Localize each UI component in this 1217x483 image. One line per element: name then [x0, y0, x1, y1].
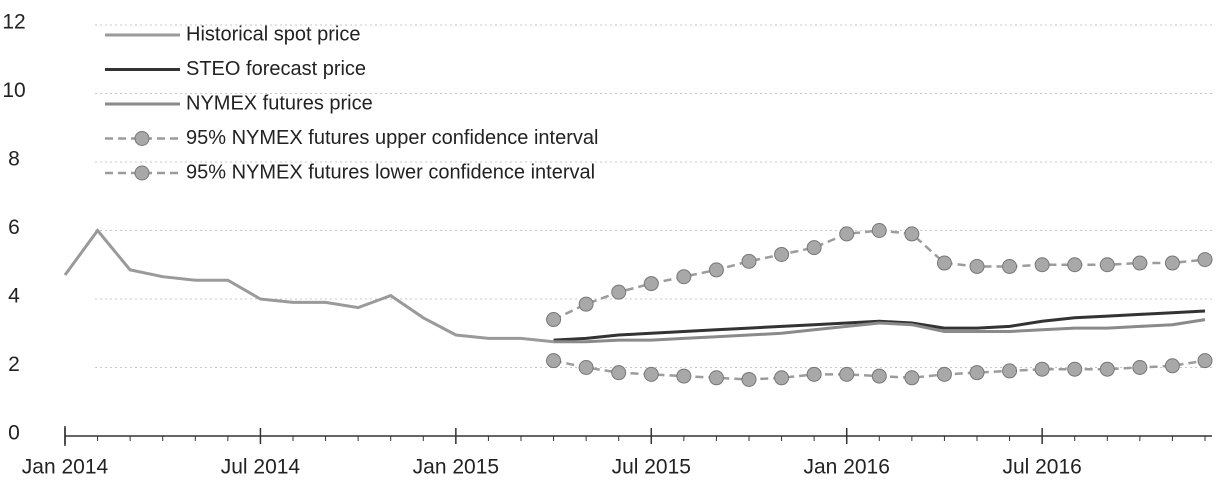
series-marker [806, 240, 822, 256]
y-tick-label: 4 [8, 285, 20, 308]
series-marker [546, 353, 562, 369]
series-line [553, 318, 1206, 344]
x-tick-label: Jul 2014 [221, 456, 301, 479]
legend-label: NYMEX futures price [186, 92, 373, 114]
series-marker [1132, 360, 1148, 375]
series-marker [676, 269, 692, 285]
x-tick-label: Jul 2015 [612, 456, 691, 479]
series-marker [936, 255, 952, 271]
series-marker [578, 360, 594, 375]
series-marker [676, 368, 692, 384]
y-tick-label: 6 [8, 216, 20, 239]
series-marker [643, 276, 659, 292]
x-tick-label: Jul 2016 [1002, 456, 1081, 479]
series-marker [969, 365, 985, 381]
series-marker [871, 368, 887, 384]
series-marker [1164, 255, 1180, 271]
series-marker [774, 246, 790, 262]
x-tick-label: Jan 2014 [22, 456, 109, 479]
series-marker [578, 296, 594, 312]
series-marker [1197, 353, 1213, 369]
series-line [553, 229, 1206, 321]
series-marker [1099, 257, 1115, 273]
series-marker [708, 262, 724, 278]
series-marker [1067, 361, 1083, 377]
series-marker [904, 370, 920, 386]
series-marker [1099, 361, 1115, 377]
series-marker [1002, 258, 1018, 274]
series-marker [1034, 361, 1050, 377]
series-marker [839, 366, 855, 382]
series-marker [969, 258, 985, 274]
series-marker [611, 365, 627, 381]
series-marker [904, 226, 920, 242]
series-line [63, 228, 554, 344]
series-marker [1197, 252, 1213, 268]
series-marker [1002, 363, 1018, 379]
series-marker [1034, 257, 1050, 273]
legend-marker [134, 165, 150, 181]
legend-label: STEO forecast price [186, 58, 366, 80]
legend-label: 95% NYMEX futures upper confidence inter… [186, 127, 598, 149]
series-marker [839, 226, 855, 242]
series-marker [871, 223, 887, 238]
y-tick-label: 10 [2, 79, 25, 102]
series-line [553, 309, 1206, 342]
series-marker [741, 371, 757, 387]
x-tick-label: Jan 2015 [413, 456, 499, 479]
legend-marker [134, 131, 150, 146]
series-marker [1067, 257, 1083, 273]
legend-label: Historical spot price [186, 23, 361, 45]
series-marker [806, 366, 822, 382]
legend-label: 95% NYMEX futures lower confidence inter… [186, 161, 595, 183]
series-marker [546, 312, 562, 328]
series-marker [1132, 255, 1148, 271]
y-tick-label: 0 [8, 422, 20, 445]
series-marker [643, 366, 659, 382]
series-marker [611, 284, 627, 300]
series-marker [774, 370, 790, 386]
x-tick-label: Jan 2016 [804, 456, 890, 479]
y-tick-label: 12 [2, 11, 25, 34]
series-marker [708, 370, 724, 386]
series-marker [741, 253, 757, 269]
series-marker [1164, 358, 1180, 374]
series-marker [936, 366, 952, 382]
y-tick-label: 2 [8, 353, 20, 376]
y-tick-label: 8 [8, 148, 20, 171]
